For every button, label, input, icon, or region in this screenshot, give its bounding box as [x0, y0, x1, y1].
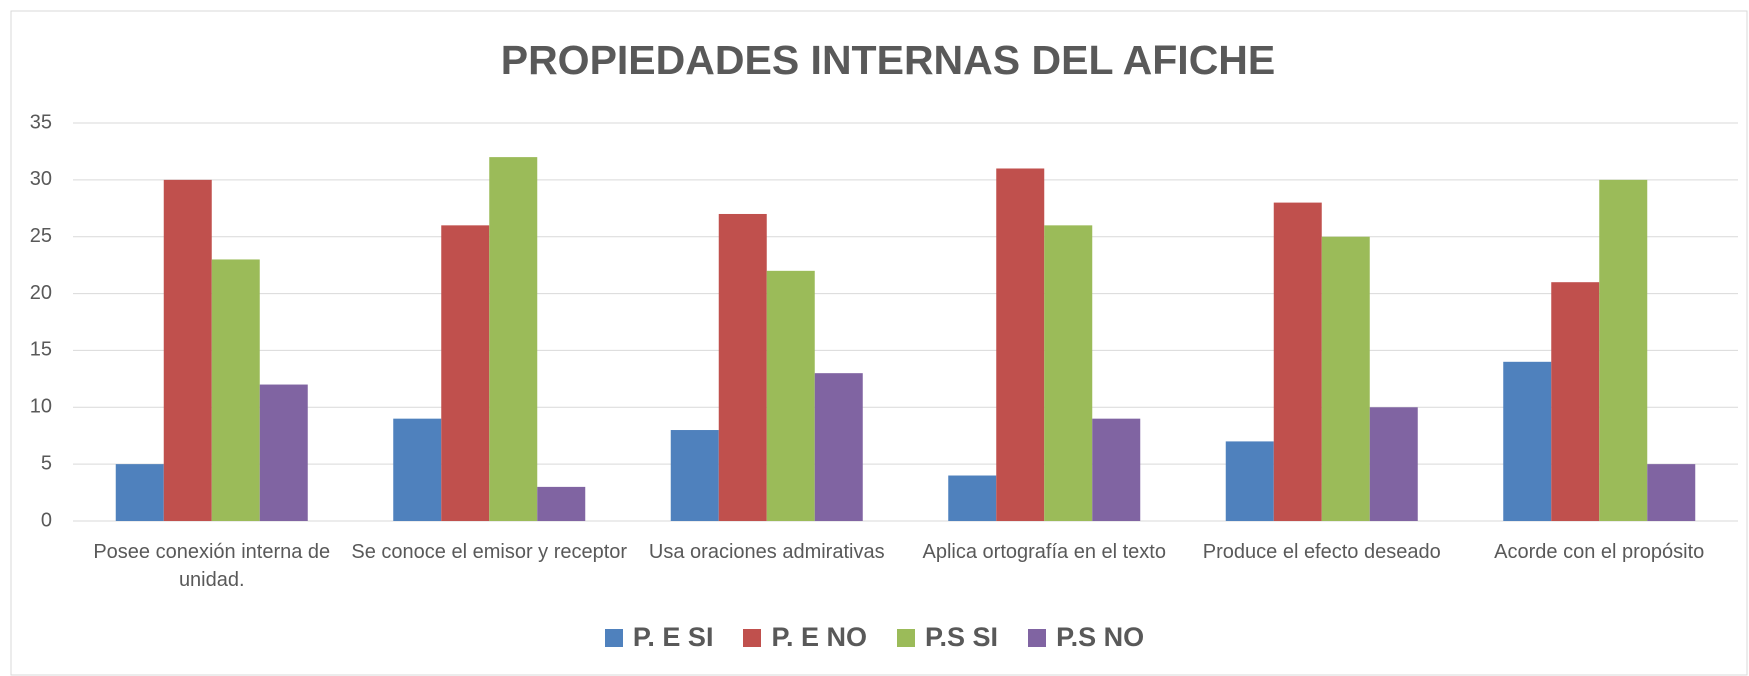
bar — [393, 418, 442, 521]
bar — [1503, 361, 1552, 521]
x-tick-label: Produce el efecto deseado — [1202, 541, 1441, 563]
y-tick-label: 10 — [30, 396, 52, 418]
chart-border — [10, 10, 1748, 676]
bar — [1647, 464, 1696, 521]
legend-swatch — [604, 628, 623, 647]
bar — [163, 179, 212, 521]
legend-label: P. E NO — [771, 622, 867, 652]
legend-item: P. E NO — [743, 622, 867, 653]
bar — [115, 464, 164, 521]
bar — [537, 486, 586, 521]
x-tick-label: Se conoce el emisor y receptor — [351, 541, 628, 563]
y-tick-label: 25 — [30, 225, 52, 247]
bar — [1273, 202, 1322, 521]
bar — [766, 270, 815, 521]
chart-title: PROPIEDADES INTERNAS DEL AFICHE — [501, 37, 1276, 83]
x-tick-label: Usa oraciones admirativas — [648, 541, 885, 563]
bar — [948, 475, 997, 521]
legend-label: P.S SI — [925, 622, 999, 652]
legend-item: P.S SI — [897, 622, 998, 653]
bar — [1225, 441, 1274, 521]
legend-swatch — [1028, 628, 1047, 647]
bar — [1369, 407, 1418, 521]
bar — [1551, 282, 1600, 521]
bar — [211, 259, 260, 521]
bar — [259, 384, 308, 521]
bar — [1599, 179, 1648, 521]
bar — [441, 225, 490, 522]
legend-label: P. E SI — [632, 622, 714, 652]
legend: P. E SI P. E NO P.S SI P.S NO — [0, 622, 1749, 653]
y-tick-label: 35 — [30, 111, 52, 133]
bar — [814, 373, 863, 521]
legend-label: P.S NO — [1056, 622, 1145, 652]
y-tick-label: 30 — [30, 168, 52, 190]
bar — [670, 430, 719, 521]
legend-item: P. E SI — [604, 622, 714, 653]
x-tick-label: Posee conexión interna de unidad. — [93, 541, 331, 591]
y-tick-label: 0 — [41, 509, 52, 531]
y-tick-label: 5 — [41, 452, 52, 474]
bar — [1092, 418, 1141, 521]
bar — [996, 168, 1045, 521]
bar — [489, 157, 538, 521]
legend-swatch — [743, 628, 762, 647]
legend-swatch — [897, 628, 915, 647]
bar — [1321, 236, 1370, 521]
x-tick-label: Acorde con el propósito — [1494, 541, 1705, 563]
legend-item: P.S NO — [1028, 622, 1144, 653]
y-tick-label: 15 — [30, 339, 52, 361]
bar — [718, 213, 767, 521]
y-tick-label: 20 — [30, 282, 52, 304]
bar — [1044, 225, 1093, 522]
x-tick-label: Aplica ortografía en el texto — [922, 541, 1166, 563]
